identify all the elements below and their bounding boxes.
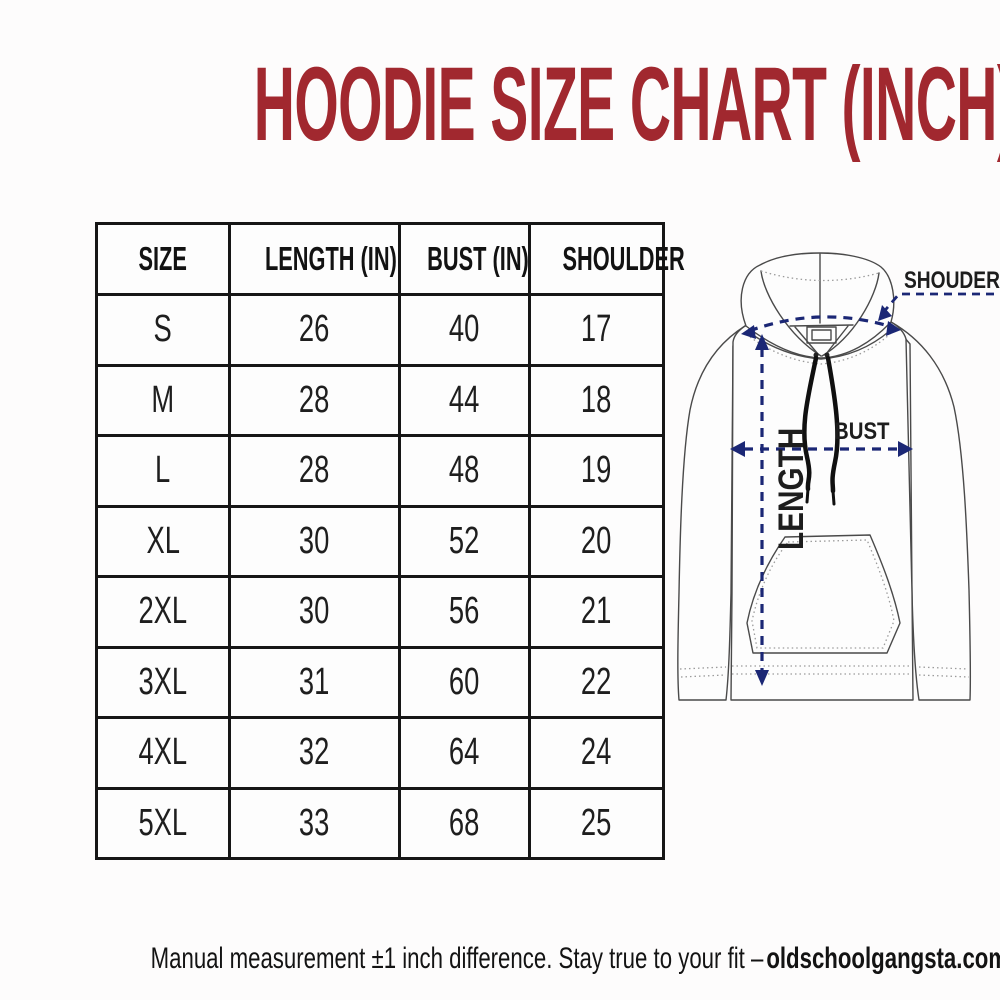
size-cell: L [95, 434, 231, 508]
shoulder-leader-line [879, 292, 994, 316]
value-cell: 30 [228, 575, 401, 649]
bust-label: BUST [834, 417, 890, 444]
table-row: 4XL 32 64 24 [95, 716, 665, 790]
page-title-text: HOODIE SIZE CHART (INCH) [253, 46, 1000, 164]
hoodie-diagram: SHOUDER BUST LENGTH [656, 228, 1000, 778]
value-cell: 44 [398, 363, 531, 437]
column-header: LENGTH (IN) [228, 222, 401, 296]
value-cell: 52 [398, 504, 531, 578]
value-cell: 21 [528, 575, 665, 649]
value-cell: 40 [398, 293, 531, 367]
table-row: M 28 44 18 [95, 363, 665, 437]
size-cell: M [95, 363, 231, 437]
value-cell: 56 [398, 575, 531, 649]
size-cell: 4XL [95, 716, 231, 790]
hoodie-right-sleeve [890, 321, 972, 701]
size-table-grid: SIZE LENGTH (IN) BUST (IN) SHOULDER S 26 40 17… [95, 222, 685, 860]
value-cell: 17 [528, 293, 665, 367]
value-cell: 48 [398, 434, 531, 508]
value-cell: 22 [528, 645, 665, 719]
length-label: LENGTH [772, 428, 811, 550]
table-row: S 26 40 17 [95, 293, 665, 367]
table-body: S 26 40 17 M 28 44 18 L 28 48 19 XL 30 52 20 2XL 30 56 21 3X… [95, 293, 665, 860]
table-row: 2XL 30 56 21 [95, 575, 665, 649]
value-cell: 33 [228, 786, 401, 860]
size-cell: XL [95, 504, 231, 578]
value-cell: 30 [228, 504, 401, 578]
hoodie-illustration: SHOUDER BUST LENGTH [677, 252, 1000, 701]
brand-name: oldschoolgangsta.com [766, 942, 1000, 975]
kangaroo-pocket [746, 534, 901, 654]
footer-note: Manual measurement ±1 inch difference. S… [0, 936, 1000, 982]
hoodie-left-sleeve [677, 325, 746, 701]
value-cell: 68 [398, 786, 531, 860]
shoulder-measure-arc [748, 315, 893, 333]
value-cell: 26 [228, 293, 401, 367]
value-cell: 31 [228, 645, 401, 719]
column-header: SIZE [95, 222, 231, 296]
value-cell: 60 [398, 645, 531, 719]
table-row: 3XL 31 60 22 [95, 645, 665, 719]
page-title: HOODIE SIZE CHART (INCH) [0, 47, 1000, 164]
value-cell: 28 [228, 363, 401, 437]
table-row: 5XL 33 68 25 [95, 786, 665, 860]
size-table: SIZE LENGTH (IN) BUST (IN) SHOULDER S 26 40 17… [95, 222, 685, 860]
drawstring-right [825, 355, 840, 494]
table-row: L 28 48 19 [95, 434, 665, 508]
value-cell: 20 [528, 504, 665, 578]
size-cell: 3XL [95, 645, 231, 719]
drawstring-left [802, 355, 819, 492]
size-cell: 2XL [95, 575, 231, 649]
shoulder-label: SHOUDER [904, 266, 1000, 294]
size-cell: 5XL [95, 786, 231, 860]
value-cell: 19 [528, 434, 665, 508]
hood [740, 252, 895, 359]
value-cell: 25 [528, 786, 665, 860]
footer-text: Manual measurement ±1 inch difference. S… [150, 942, 764, 975]
size-cell: S [95, 293, 231, 367]
value-cell: 24 [528, 716, 665, 790]
table-header-row: SIZE LENGTH (IN) BUST (IN) SHOULDER [95, 222, 685, 296]
column-header: SHOULDER [528, 222, 685, 296]
value-cell: 64 [398, 716, 531, 790]
value-cell: 28 [228, 434, 401, 508]
table-row: XL 30 52 20 [95, 504, 665, 578]
value-cell: 32 [228, 716, 401, 790]
column-header: BUST (IN) [398, 222, 531, 296]
value-cell: 18 [528, 363, 665, 437]
